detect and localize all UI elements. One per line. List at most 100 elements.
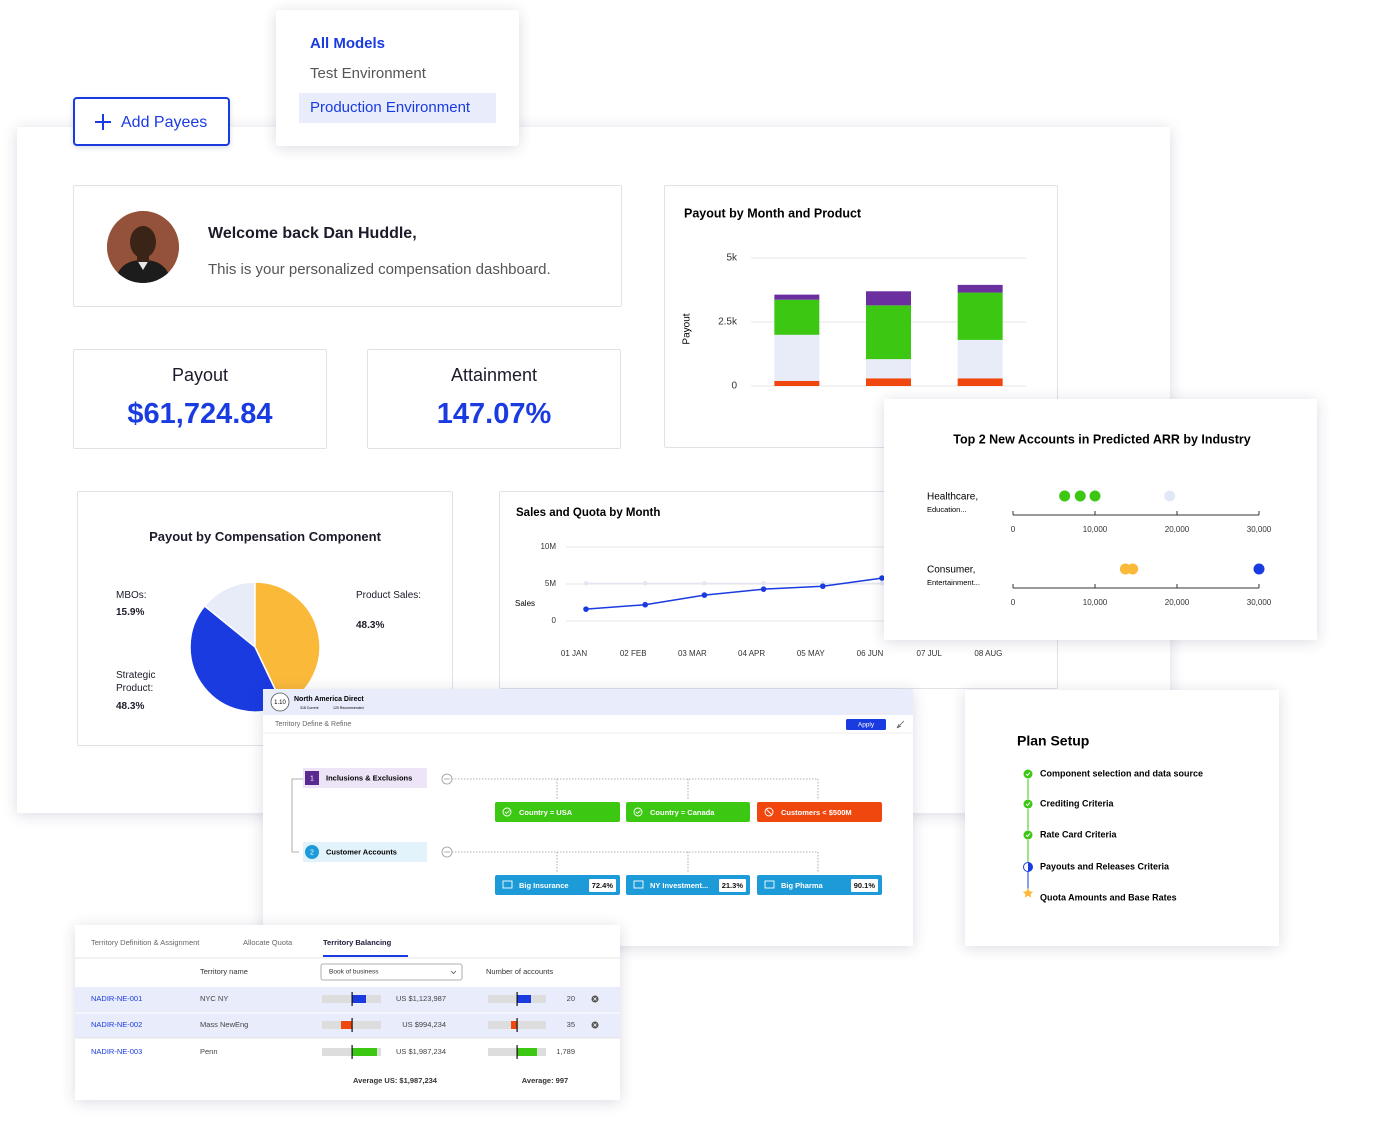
territory-stat: 318 Current — [300, 706, 319, 710]
environment-menu: All Models Test Environment Production E… — [276, 10, 519, 146]
kpi-value: 147.07% — [436, 398, 552, 430]
series-point — [583, 581, 589, 586]
chart-title: Payout by Compensation Component — [149, 529, 381, 544]
account-box: NY Investment... 21.3% — [626, 875, 750, 895]
book-of-business: US $1,987,234 — [396, 1047, 446, 1056]
chart-title: Top 2 New Accounts in Predicted ARR by I… — [953, 432, 1251, 446]
apply-button[interactable] — [846, 719, 886, 730]
account-count: 1,789 — [556, 1047, 575, 1056]
y-axis-label: Payout — [682, 313, 693, 344]
series-point — [760, 586, 767, 592]
welcome-title: Welcome back Dan Huddle, — [208, 225, 417, 242]
series-point — [583, 606, 589, 612]
rule-box: Country = Canada — [626, 802, 750, 822]
avatar — [107, 211, 179, 283]
column-header: Book of business — [329, 969, 379, 976]
plan-step: Payouts and Releases Criteria — [1040, 861, 1170, 871]
bar-segment — [957, 378, 1003, 386]
pie-label: Product Sales: — [356, 590, 422, 601]
plan-title: Plan Setup — [1017, 733, 1089, 749]
kpi-card: Attainment 147.07% — [367, 349, 621, 449]
table-footer: Average: 997 — [522, 1076, 568, 1085]
dot — [1253, 563, 1265, 575]
territory-id: NADIR-NE-001 — [91, 994, 142, 1003]
tab[interactable]: Territory Balancing — [323, 938, 392, 947]
dot — [1127, 563, 1139, 575]
menu-item[interactable]: Production Environment — [310, 99, 471, 116]
y-tick-label: 10M — [540, 542, 556, 551]
kpi-card: Payout $61,724.84 — [73, 349, 327, 449]
x-tick-label: 07 JUL — [917, 649, 943, 658]
x-tick-label: 20,000 — [1165, 598, 1190, 607]
x-tick-label: 01 JAN — [561, 649, 587, 658]
bar-segment — [866, 378, 911, 386]
account-name: Big Insurance — [519, 880, 569, 890]
series-point — [702, 581, 707, 586]
pie-chart — [189, 581, 321, 713]
sales-chart: Sales and Quota by Month Sales 0 5M 10M 01 … — [515, 507, 1002, 658]
menu-item[interactable]: Test Environment — [310, 65, 426, 82]
territory-stat: 120 Recommended — [333, 706, 364, 710]
territory-name: Penn — [200, 1047, 218, 1056]
book-of-business: US $994,234 — [402, 1020, 446, 1029]
account-share: 90.1% — [850, 879, 878, 892]
x-tick-label: 30,000 — [1247, 525, 1272, 534]
add-payees-button[interactable]: Add Payees — [73, 97, 230, 146]
row-sublabel: Entertainment... — [927, 578, 980, 587]
account-share: 21.3% — [718, 879, 746, 892]
dot — [1074, 490, 1086, 502]
x-tick-label: 06 JUN — [857, 649, 884, 658]
bar-segment — [774, 334, 820, 381]
pie-label: MBOs: — [116, 590, 147, 601]
tab[interactable]: Allocate Quota — [243, 938, 293, 947]
territory-card: 1.10 North America Direct 318 Current 12… — [263, 689, 913, 946]
menu-item[interactable]: All Models — [310, 35, 386, 52]
step-number: 2 — [310, 849, 314, 856]
kpi-label: Payout — [171, 365, 229, 385]
row-sublabel: Education... — [927, 505, 967, 514]
apply-label: Apply — [858, 722, 875, 729]
pie-slice — [203, 581, 256, 649]
column-select[interactable] — [320, 963, 463, 981]
y-tick-label: 5M — [545, 579, 556, 588]
pie-value-label: 15.9% — [116, 607, 145, 618]
x-tick-label: 05 MAY — [797, 649, 826, 658]
button-label: Add Payees — [121, 114, 208, 131]
plan-step: Crediting Criteria — [1040, 798, 1115, 808]
bar-segment — [866, 291, 911, 306]
dot — [1089, 490, 1101, 502]
row-label: Consumer, — [927, 565, 975, 576]
x-tick-label: 08 AUG — [974, 649, 1002, 658]
territory-id: 1.10 — [274, 700, 286, 706]
account-name: NY Investment... — [650, 880, 709, 890]
plus-icon — [95, 114, 111, 130]
x-tick-label: 03 MAR — [678, 649, 707, 658]
plan-step: Component selection and data source — [1040, 768, 1203, 778]
balancing-card: Territory Definition & Assignment Alloca… — [75, 925, 620, 1100]
plan-setup-card: Plan Setup Component selection and data … — [965, 690, 1279, 946]
plan-setup: Plan Setup Component selection and data … — [1017, 733, 1203, 903]
row-label: Healthcare, — [927, 492, 978, 503]
x-tick-label: 10,000 — [1083, 525, 1108, 534]
step-label: Customer Accounts — [326, 847, 397, 856]
column-header: Territory name — [200, 967, 248, 976]
column-header: Number of accounts — [486, 967, 553, 976]
series-point — [761, 581, 766, 586]
chart-title: Sales and Quota by Month — [516, 507, 660, 519]
account-box: Big Pharma 90.1% — [757, 875, 882, 895]
y-tick-label: 0 — [552, 616, 557, 625]
bar-segment — [866, 305, 911, 360]
plan-step: Quota Amounts and Base Rates — [1040, 892, 1177, 902]
territory-name: Mass NewEng — [200, 1020, 248, 1029]
arr-chart: Top 2 New Accounts in Predicted ARR by I… — [927, 432, 1272, 607]
bar-segment — [957, 339, 1003, 379]
table-footer: Average US: $1,987,234 — [353, 1076, 438, 1085]
tab[interactable]: Territory Definition & Assignment — [91, 938, 200, 947]
x-tick-label: 10,000 — [1083, 598, 1108, 607]
rule-label: Country = Canada — [650, 807, 715, 817]
y-tick-label: 2.5k — [718, 317, 738, 328]
welcome-card: Welcome back Dan Huddle, This is your pe… — [73, 185, 622, 307]
territory-id: NADIR-NE-002 — [91, 1020, 142, 1029]
kpi-label: Attainment — [450, 365, 538, 385]
